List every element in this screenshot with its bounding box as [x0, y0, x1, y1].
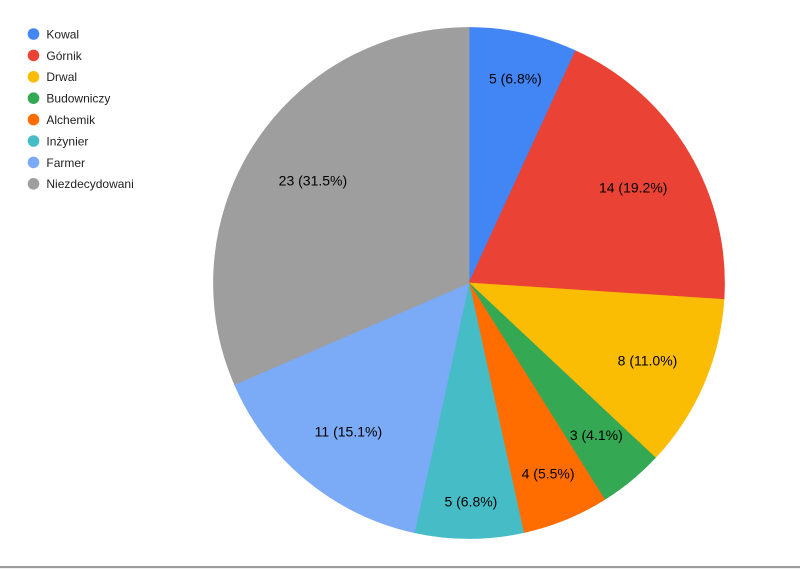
svg-text:Alchemik: Alchemik [46, 113, 96, 127]
svg-text:Drwal: Drwal [46, 70, 77, 84]
svg-text:5 (6.8%): 5 (6.8%) [489, 71, 542, 87]
svg-text:Kowal: Kowal [46, 27, 79, 41]
svg-text:11 (15.1%): 11 (15.1%) [315, 424, 382, 440]
svg-text:3 (4.1%): 3 (4.1%) [570, 427, 623, 443]
svg-text:8 (11.0%): 8 (11.0%) [618, 352, 678, 368]
svg-text:Górnik: Górnik [46, 49, 82, 63]
svg-text:Niezdecydowani: Niezdecydowani [46, 177, 133, 191]
svg-text:23 (31.5%): 23 (31.5%) [279, 172, 347, 188]
svg-text:5 (6.8%): 5 (6.8%) [444, 494, 497, 510]
svg-text:14 (19.2%): 14 (19.2%) [599, 179, 667, 195]
svg-text:4 (5.5%): 4 (5.5%) [522, 466, 575, 482]
svg-text:Inżynier: Inżynier [46, 134, 88, 148]
svg-text:Budowniczy: Budowniczy [46, 92, 110, 106]
svg-text:Farmer: Farmer [46, 156, 85, 170]
